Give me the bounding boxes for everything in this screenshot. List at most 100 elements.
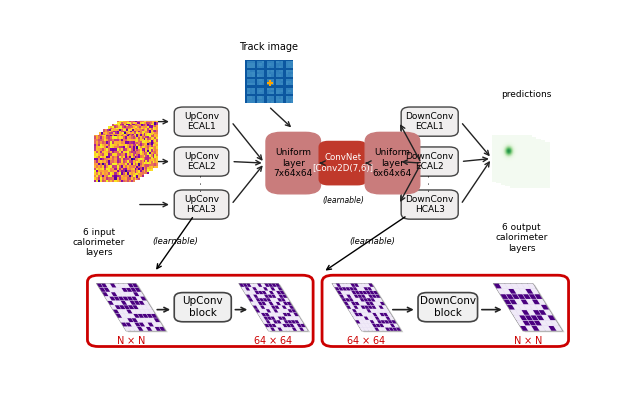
Polygon shape [252,287,257,290]
Polygon shape [359,309,364,312]
Polygon shape [278,316,283,320]
Polygon shape [340,284,345,287]
Polygon shape [269,291,274,294]
Polygon shape [265,302,270,305]
Polygon shape [349,298,354,302]
Polygon shape [525,316,532,320]
Polygon shape [275,294,280,298]
Text: · · ·: · · · [425,174,435,192]
Polygon shape [250,294,255,298]
Polygon shape [367,298,372,302]
Polygon shape [357,294,362,298]
Polygon shape [266,328,272,331]
FancyBboxPatch shape [322,275,568,346]
Polygon shape [119,305,125,309]
Polygon shape [111,292,117,296]
Polygon shape [268,306,273,309]
Polygon shape [113,310,119,314]
Polygon shape [378,298,383,302]
Polygon shape [364,287,369,290]
Polygon shape [123,318,129,322]
Polygon shape [346,287,351,290]
Polygon shape [548,326,556,331]
Polygon shape [531,326,540,331]
Polygon shape [278,306,284,309]
Polygon shape [148,323,154,326]
Polygon shape [262,309,268,312]
Polygon shape [278,324,284,327]
Polygon shape [495,284,564,332]
Polygon shape [289,324,294,327]
Text: N $\times$ N: N $\times$ N [513,334,543,346]
Text: N $\times$ N: N $\times$ N [116,334,146,346]
Polygon shape [358,302,364,305]
Polygon shape [285,316,290,320]
Polygon shape [367,328,372,331]
Polygon shape [276,309,282,312]
Polygon shape [147,314,153,318]
Polygon shape [296,316,301,320]
Polygon shape [135,288,141,292]
FancyBboxPatch shape [418,292,477,322]
Text: (learnable): (learnable) [153,237,198,246]
Polygon shape [542,316,550,320]
Polygon shape [267,287,272,290]
Polygon shape [373,291,378,294]
Polygon shape [383,313,388,316]
Polygon shape [363,309,368,312]
Polygon shape [108,301,114,305]
Polygon shape [371,298,376,302]
Polygon shape [287,302,292,305]
Polygon shape [280,291,285,294]
Polygon shape [267,316,272,320]
Polygon shape [520,326,528,331]
Text: Uniform
layer
6x64x64: Uniform layer 6x64x64 [373,148,412,178]
Polygon shape [508,289,516,294]
Polygon shape [388,328,394,331]
Polygon shape [372,313,378,316]
Polygon shape [520,300,529,304]
Polygon shape [361,324,366,327]
Polygon shape [243,284,248,287]
Polygon shape [297,324,302,327]
Polygon shape [539,310,547,315]
Polygon shape [387,313,392,316]
Polygon shape [525,289,533,294]
Polygon shape [374,298,379,302]
Polygon shape [155,327,161,331]
Polygon shape [385,328,390,331]
Polygon shape [132,318,138,322]
Polygon shape [510,310,518,315]
FancyBboxPatch shape [401,147,458,176]
Polygon shape [140,310,146,314]
Polygon shape [499,284,508,288]
Polygon shape [360,298,365,302]
Polygon shape [260,284,266,287]
Polygon shape [247,291,252,294]
Polygon shape [105,296,111,300]
Polygon shape [365,313,371,316]
Polygon shape [353,306,358,309]
Polygon shape [149,318,156,322]
Polygon shape [273,320,278,324]
Polygon shape [107,292,113,296]
Polygon shape [362,302,367,305]
Polygon shape [368,294,373,298]
FancyBboxPatch shape [174,190,229,219]
Polygon shape [554,326,562,331]
Polygon shape [361,294,366,298]
Text: 6 input
calorimeter
layers: 6 input calorimeter layers [73,227,125,257]
Polygon shape [287,320,292,324]
Polygon shape [352,309,357,312]
Polygon shape [268,294,273,298]
Polygon shape [275,324,280,327]
Polygon shape [365,324,370,327]
Polygon shape [376,313,381,316]
Polygon shape [266,320,271,324]
Polygon shape [266,291,271,294]
Polygon shape [361,284,366,287]
Polygon shape [135,310,141,314]
Polygon shape [391,320,396,324]
Polygon shape [335,287,340,290]
Polygon shape [284,298,289,302]
